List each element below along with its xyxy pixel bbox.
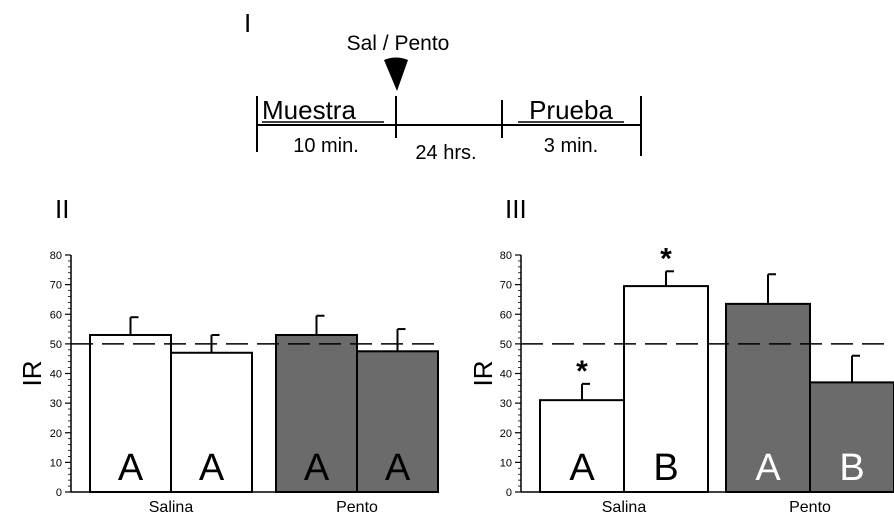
y-tick-label: 50: [500, 339, 512, 351]
y-tick-label: 80: [500, 250, 512, 262]
chart-panel-iii: III A * B * A B 0 10 20 30 40 50 60 70 80 IR Salina Pento: [468, 194, 894, 516]
y-tick-label: 40: [50, 369, 62, 381]
y-axis-label: IR: [468, 361, 498, 387]
phase-test-label: Prueba: [529, 95, 613, 125]
bar: [623, 285, 709, 494]
bar-condition-label: A: [199, 447, 225, 489]
panel-label-iii: III: [505, 194, 527, 224]
bar: [725, 302, 811, 493]
bar-condition-label: B: [839, 447, 864, 489]
y-tick-label: 20: [500, 428, 512, 440]
phase-sample-duration: 10 min.: [293, 135, 359, 157]
y-tick-label: 70: [50, 280, 62, 292]
phase-test-duration: 3 min.: [544, 135, 598, 157]
timeline-panel: I Sal / Pento Muestra 10 min. 24 hrs. Pr…: [244, 8, 642, 164]
bar-condition-label: A: [385, 447, 411, 489]
panel-label-i: I: [244, 8, 251, 38]
y-tick-label: 20: [50, 428, 62, 440]
group-label: Pento: [789, 499, 831, 516]
y-tick-label: 70: [500, 280, 512, 292]
y-tick-label: 0: [506, 487, 512, 499]
y-tick-label: 10: [500, 457, 512, 469]
group-label: Salina: [602, 499, 647, 516]
y-tick-label: 50: [50, 339, 62, 351]
phase-sample-label: Muestra: [262, 95, 356, 125]
y-tick-label: 60: [50, 309, 62, 321]
y-axis-label: IR: [17, 361, 47, 387]
y-tick-label: 40: [500, 369, 512, 381]
bar-condition-label: A: [755, 447, 781, 489]
bar: [539, 399, 625, 494]
group-label: Pento: [336, 499, 378, 516]
bar-condition-label: A: [304, 447, 330, 489]
panel-label-ii: II: [55, 194, 69, 224]
y-tick-label: 30: [500, 398, 512, 410]
y-tick-label: 30: [50, 398, 62, 410]
chart-panel-ii: II A A A A 0 10 20 30 40 50 60 70 80 IR Salina Pento: [17, 194, 443, 516]
y-tick-label: 80: [50, 250, 62, 262]
delay-duration: 24 hrs.: [415, 142, 476, 164]
injection-arrow-icon: [384, 57, 408, 91]
group-label: Salina: [149, 499, 194, 516]
y-tick-label: 60: [500, 309, 512, 321]
injection-label: Sal / Pento: [347, 32, 450, 55]
bar: [809, 381, 894, 494]
bar-condition-label: A: [118, 447, 144, 489]
bar-condition-label: A: [569, 447, 595, 489]
significance-star: *: [576, 355, 588, 388]
bar-condition-label: B: [653, 447, 678, 489]
significance-star: *: [660, 242, 672, 275]
y-tick-label: 0: [56, 487, 62, 499]
y-tick-label: 10: [50, 457, 62, 469]
